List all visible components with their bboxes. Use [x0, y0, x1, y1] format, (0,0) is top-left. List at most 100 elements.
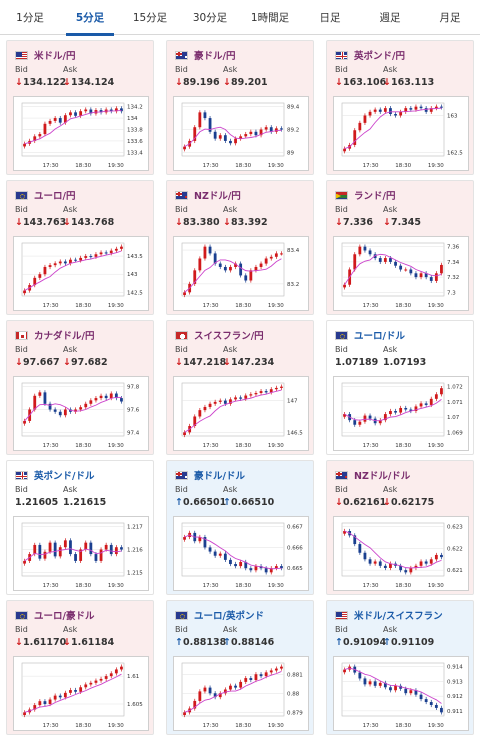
y-tick-label: 146.5 — [287, 430, 303, 436]
candlestick-chart[interactable]: 89.4 89.2 89 17:30 18:30 19:30 — [173, 96, 309, 171]
candle-body — [254, 674, 258, 680]
pair-title[interactable]: ユーロ/円 — [15, 188, 75, 202]
candle-body — [53, 118, 57, 121]
pair-title[interactable]: ユーロ/英ポンド — [175, 608, 264, 622]
candle-body — [383, 258, 387, 262]
ask-value: ↓89.201 — [223, 77, 268, 88]
candle-body — [414, 565, 418, 568]
candlestick-chart[interactable]: 0.667 0.666 0.665 17:30 18:30 19:30 — [173, 516, 309, 591]
rate-card[interactable]: スイスフラン/円 Bid Ask ↓147.218 ↓147.234 147 146.5 17… — [166, 320, 314, 455]
rate-card[interactable]: 米ドル/円 Bid Ask ↓134.122 ↓134.124 134.2 134 133.8… — [6, 40, 154, 175]
candle-body — [363, 246, 367, 251]
candle-body — [414, 273, 418, 278]
rate-card[interactable]: ユーロ/豪ドル Bid Ask ↓1.61170 ↓1.61184 1.61 1.605 17… — [6, 600, 154, 735]
tab-1[interactable]: 5分足 — [60, 0, 120, 36]
rate-card[interactable]: カナダドル/円 Bid Ask ↓97.667 ↓97.682 97.8 97.6 97.4 1… — [6, 320, 154, 455]
rate-card[interactable]: 米ドル/スイスフラン Bid Ask ↑0.91094 ↑0.91109 0.914 0.9… — [326, 600, 474, 735]
candlestick-chart[interactable]: 1.217 1.216 1.215 17:30 18:30 19:30 — [13, 516, 149, 591]
pair-title[interactable]: NZドル/円 — [175, 188, 241, 202]
pair-title[interactable]: NZドル/ドル — [335, 468, 410, 482]
pair-title[interactable]: ユーロ/ドル — [335, 328, 405, 342]
x-tick-label: 19:30 — [108, 443, 124, 449]
tab-2[interactable]: 15分足 — [132, 12, 168, 24]
tab-6[interactable]: 週足 — [379, 12, 401, 24]
rate-card[interactable]: 英ポンド/円 Bid Ask ↓163.106 ↓163.113 163 162.5 17:3… — [326, 40, 474, 175]
candle-body — [74, 690, 77, 692]
candle-body — [363, 415, 367, 422]
pair-title[interactable]: カナダドル/円 — [15, 328, 94, 342]
rate-card[interactable]: 英ポンド/ドル Bid Ask 1.21605 1.21615 1.217 1.216 1.2… — [6, 460, 154, 595]
pair-title[interactable]: 米ドル/スイスフラン — [335, 608, 443, 622]
candlestick-chart[interactable]: 134.2 134 133.8 133.6 133.4 17:30 18:30 19:30 — [13, 96, 149, 171]
tab-3[interactable]: 30分足 — [192, 12, 228, 24]
bid-value: ↓134.122 — [15, 77, 66, 88]
down-arrow-icon: ↓ — [383, 497, 391, 508]
candlestick-chart[interactable]: 97.8 97.6 97.4 17:30 18:30 19:30 — [13, 376, 149, 451]
tab-5[interactable]: 日足 — [319, 12, 341, 24]
candle-body — [69, 690, 72, 693]
candle-body — [234, 564, 237, 567]
rate-card[interactable]: NZドル/ドル Bid Ask ↓0.62161 ↓0.62175 0.623 0.622 0… — [326, 460, 474, 595]
candle-body — [434, 273, 438, 281]
uk-flag-icon — [335, 50, 348, 60]
candlestick-chart[interactable]: 0.623 0.622 0.621 17:30 18:30 19:30 — [333, 516, 469, 591]
candle-body — [183, 537, 186, 540]
candle-body — [43, 551, 47, 559]
candle-body — [48, 699, 52, 704]
plot-area — [181, 522, 285, 577]
candle-body — [368, 559, 372, 564]
candlestick-chart[interactable]: 163 162.5 17:30 18:30 19:30 — [333, 96, 469, 171]
candle-body — [343, 148, 346, 152]
rate-card[interactable]: ユーロ/英ポンド Bid Ask ↑0.88138 ↑0.88146 0.881 0.88 0… — [166, 600, 314, 735]
x-tick-label: 17:30 — [43, 163, 59, 169]
rate-card[interactable]: NZドル/円 Bid Ask ↓83.380 ↓83.392 83.4 83.2 17:30 1… — [166, 180, 314, 315]
pair-title[interactable]: スイスフラン/円 — [175, 328, 264, 342]
pair-title[interactable]: ユーロ/豪ドル — [15, 608, 94, 622]
candlestick-chart[interactable]: 83.4 83.2 17:30 18:30 19:30 — [173, 236, 309, 311]
up-arrow-icon: ↑ — [383, 637, 391, 648]
pair-title[interactable]: 英ポンド/円 — [335, 48, 405, 62]
candle-body — [79, 257, 83, 261]
down-arrow-icon: ↓ — [63, 77, 71, 88]
chart-svg: 1.61 1.605 17:30 18:30 19:30 — [21, 662, 143, 729]
candlestick-chart[interactable]: 147 146.5 17:30 18:30 19:30 — [173, 376, 309, 451]
candlestick-chart[interactable]: 1.072 1.071 1.07 1.069 17:30 18:30 19:30 — [333, 376, 469, 451]
rate-card[interactable]: ユーロ/円 Bid Ask ↓143.763 ↓143.768 143.5 143 142.5… — [6, 180, 154, 315]
candlestick-chart[interactable]: 0.914 0.913 0.912 0.911 17:30 18:30 19:30 — [333, 656, 469, 731]
candle-body — [23, 560, 26, 564]
candle-body — [223, 135, 227, 141]
pair-title[interactable]: ランド/円 — [335, 188, 395, 202]
ask-value: ↓163.113 — [383, 77, 434, 88]
rate-card[interactable]: 豪ドル/円 Bid Ask ↓89.196 ↓89.201 89.4 89.2 89 17:30… — [166, 40, 314, 175]
bid-label: Bid — [335, 345, 348, 354]
ask-label: Ask — [223, 485, 238, 494]
pair-title[interactable]: 豪ドル/円 — [175, 48, 235, 62]
tab-0[interactable]: 1分足 — [16, 12, 44, 24]
candle-body — [399, 265, 403, 270]
x-tick-label: 18:30 — [235, 723, 251, 729]
candlestick-chart[interactable]: 1.61 1.605 17:30 18:30 19:30 — [13, 656, 149, 731]
candlestick-chart[interactable]: 0.881 0.88 0.879 17:30 18:30 19:30 — [173, 656, 309, 731]
rate-card[interactable]: ランド/円 Bid Ask ↓7.336 ↓7.345 7.36 7.34 7.32 7.3 17… — [326, 180, 474, 315]
tab-4[interactable]: 1時間足 — [250, 12, 290, 24]
candlestick-chart[interactable]: 143.5 143 142.5 17:30 18:30 19:30 — [13, 236, 149, 311]
candle-body — [109, 393, 113, 399]
candle-body — [254, 393, 258, 395]
pair-title[interactable]: 英ポンド/ドル — [15, 468, 94, 482]
candle-body — [193, 416, 197, 426]
tab-7[interactable]: 月足 — [439, 12, 461, 24]
candlestick-chart[interactable]: 7.36 7.34 7.32 7.3 17:30 18:30 19:30 — [333, 236, 469, 311]
pair-title[interactable]: 米ドル/円 — [15, 48, 75, 62]
candle-body — [378, 561, 382, 566]
candle-body — [274, 668, 278, 671]
y-tick-label: 134 — [127, 116, 138, 122]
rate-card[interactable]: 豪ドル/ドル Bid Ask ↑0.66501 ↑0.66510 0.667 0.666 0.… — [166, 460, 314, 595]
rate-card[interactable]: ユーロ/ドル Bid Ask 1.07189 1.07193 1.072 1.071 1.07… — [326, 320, 474, 455]
pair-title[interactable]: 豪ドル/ドル — [175, 468, 245, 482]
au-flag-icon — [175, 50, 188, 60]
ask-label: Ask — [63, 345, 78, 354]
bid-label: Bid — [15, 625, 28, 634]
up-arrow-icon: ↑ — [175, 637, 183, 648]
candle-body — [89, 682, 93, 685]
candle-body — [343, 531, 346, 534]
